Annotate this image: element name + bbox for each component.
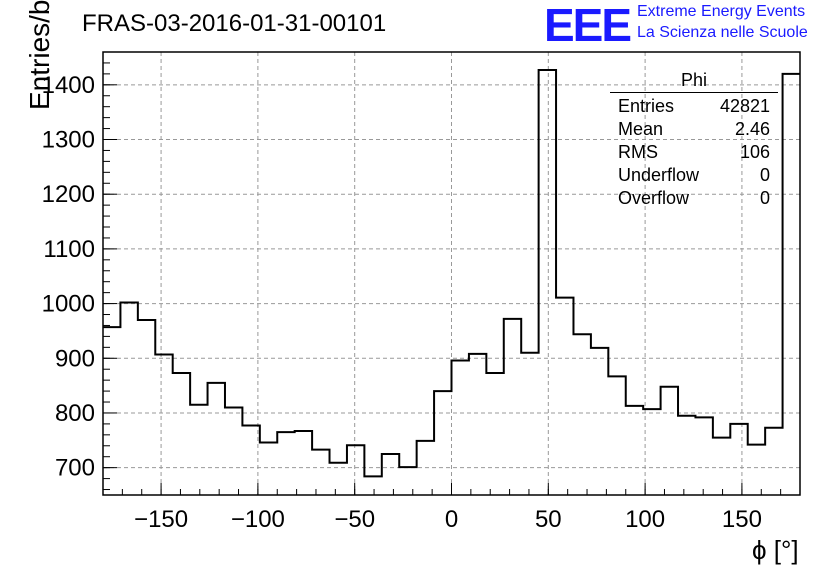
histogram-bin	[469, 354, 486, 495]
histogram-bin	[765, 428, 782, 495]
y-tick-label: 1400	[42, 72, 95, 99]
histogram-bin	[120, 302, 137, 495]
stats-label: Entries	[618, 96, 675, 116]
x-tick-label: 150	[722, 506, 762, 533]
y-tick-label: 1000	[42, 291, 95, 318]
histogram-bin	[748, 445, 765, 495]
stats-row: RMS 106	[610, 141, 778, 164]
stats-value: 2.46	[734, 119, 770, 139]
plot-frame	[102, 51, 801, 496]
stats-row: Mean 2.46	[610, 118, 778, 141]
stats-label: Mean	[618, 119, 664, 139]
histogram-outline	[103, 69, 800, 478]
stats-label: Overflow	[618, 188, 690, 208]
x-tick-label: 50	[535, 506, 562, 533]
stats-value: 106	[739, 142, 770, 162]
stats-row: Overflow 0	[610, 187, 778, 210]
stats-value: 0	[759, 188, 770, 208]
histogram-bin	[608, 376, 625, 495]
stats-value: 0	[759, 165, 770, 185]
histogram-bin	[364, 476, 381, 495]
histogram-bin	[225, 407, 242, 495]
eee-logo: EEE	[544, 0, 632, 51]
histogram-bin	[521, 353, 538, 495]
y-tick-label: 900	[55, 345, 95, 372]
histogram-bin	[399, 467, 416, 495]
histogram-bin	[260, 442, 277, 495]
histogram-bin	[382, 454, 399, 495]
y-tick-label: 700	[55, 455, 95, 482]
stats-title: Phi	[610, 70, 778, 93]
histogram-bin	[678, 416, 695, 495]
histogram-bin	[190, 405, 207, 495]
logo-line-1: Extreme Energy Events	[637, 3, 806, 20]
histogram-bin	[155, 354, 172, 495]
stats-label: Underflow	[618, 165, 700, 185]
axis-ticks: −150 −100 −50 0 50 100 150 700 800 900 1000 1100 120…	[42, 62, 801, 533]
histogram-bin	[713, 438, 730, 495]
stats-value: 42821	[719, 96, 770, 116]
x-tick-label: 100	[625, 506, 665, 533]
x-tick-label: −150	[134, 506, 188, 533]
histogram-bin	[173, 373, 190, 495]
histogram-bin	[312, 450, 329, 495]
logo-line-2: La Scienza nelle Scuole	[637, 24, 808, 41]
histogram-bin	[295, 431, 312, 495]
histogram-bin	[452, 360, 469, 495]
histogram-bin	[539, 70, 556, 495]
histogram-bin	[208, 383, 225, 495]
histogram-bin	[242, 426, 259, 495]
histogram-bin	[626, 406, 643, 495]
y-tick-label: 1100	[43, 236, 95, 263]
x-tick-label: 0	[445, 506, 458, 533]
y-tick-label: 800	[55, 400, 95, 427]
histogram-bin	[138, 320, 155, 495]
x-tick-label: −50	[334, 506, 375, 533]
stats-row: Entries 42821	[610, 95, 778, 118]
histogram-bin	[695, 417, 712, 495]
grid-layer	[103, 52, 800, 495]
histogram-bin	[504, 319, 521, 495]
histogram-bin	[277, 432, 294, 495]
histogram-bin	[643, 409, 660, 495]
histogram-bin	[434, 391, 451, 495]
chart-title: FRAS-03-2016-01-31-00101	[82, 10, 387, 37]
histogram-bin	[783, 74, 800, 495]
x-axis-label: ϕ [°]	[752, 535, 799, 565]
stats-label: RMS	[618, 142, 658, 162]
stats-box: Phi Entries 42821 Mean 2.46 RMS 106 Unde…	[610, 70, 778, 210]
histogram-bin	[730, 424, 747, 495]
x-tick-label: −100	[231, 506, 285, 533]
histogram-bin	[347, 445, 364, 495]
y-tick-label: 1200	[42, 181, 95, 208]
histogram-bin	[486, 373, 503, 495]
histogram-bin	[556, 298, 573, 495]
histogram-bin	[591, 348, 608, 495]
stats-row: Underflow 0	[610, 164, 778, 187]
histogram-bin	[103, 327, 120, 495]
histogram-bin	[661, 387, 678, 495]
y-tick-label: 1300	[42, 127, 95, 154]
